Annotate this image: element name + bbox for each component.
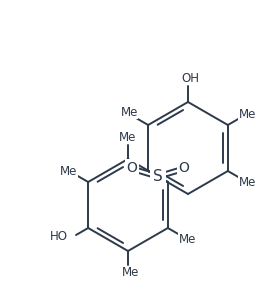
Text: Me: Me: [119, 131, 137, 144]
Text: S: S: [153, 169, 163, 184]
Text: O: O: [179, 160, 189, 175]
Text: Me: Me: [239, 107, 256, 120]
Text: Me: Me: [59, 164, 77, 177]
Text: O: O: [126, 160, 137, 175]
Text: HO: HO: [49, 230, 67, 244]
Text: Me: Me: [121, 106, 138, 119]
Text: Me: Me: [122, 266, 140, 279]
Text: Me: Me: [239, 176, 256, 188]
Text: Me: Me: [179, 233, 196, 245]
Text: OH: OH: [181, 71, 199, 84]
